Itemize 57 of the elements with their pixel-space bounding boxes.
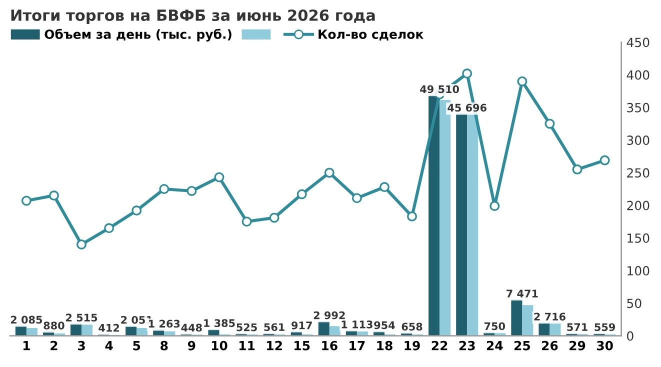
legend-label: Кол-во сделок [318,30,424,40]
data-label: 917 [292,321,312,330]
data-label: 880 [44,322,64,330]
x-tick-label: 5 [133,341,140,350]
x-tick-label: 3 [78,340,85,350]
x-tick-label: 22 [432,340,448,350]
data-label: 412 [98,324,120,332]
y-tick-label: 450 [626,38,650,48]
data-label: 750 [484,322,506,330]
data-label: 448 [181,324,202,332]
x-tick-label: 19 [404,340,420,350]
data-label: 1 385 [204,319,235,328]
data-label: 7 471 [506,290,538,298]
data-label: 2 716 [534,312,566,321]
chart-title: Итоги торгов на БВФБ за июнь 2026 года [11,9,375,24]
x-tick-label: 1 [24,341,30,350]
data-label: 954 [374,321,395,330]
data-label: 571 [567,323,588,332]
x-tick-label: 15 [294,341,310,350]
x-tick-label: 16 [322,340,338,350]
x-tick-label: 8 [160,340,168,350]
x-tick-label: 11 [239,341,255,350]
y-tick-label: 100 [628,266,650,276]
y-tick-label: 250 [627,168,650,178]
data-label: 2 085 [10,316,42,324]
y-tick-label: 400 [626,70,650,80]
x-tick-label: 2 [50,340,58,350]
y-tick-label: 50 [627,298,642,308]
x-tick-label: 23 [459,340,475,350]
y-tick-label: 200 [627,200,650,210]
data-label: 49 510 [420,85,459,94]
data-label: 2 051 [121,316,152,324]
y-tick-label: 350 [627,102,650,112]
legend-label: Объем за день (тыс. руб.) [44,28,232,42]
x-tick-label: 10 [212,340,228,350]
x-tick-label: 12 [267,340,282,350]
x-tick-label: 30 [596,340,613,350]
x-tick-label: 17 [350,341,365,350]
data-label: 559 [594,323,616,332]
x-tick-label: 26 [542,340,558,350]
data-label: 2 992 [314,311,345,320]
x-tick-label: 9 [188,340,196,350]
x-tick-label: 29 [570,340,586,350]
data-label: 45 696 [448,104,486,112]
data-label: 1 263 [149,320,180,328]
y-tick-label: 300 [627,136,650,145]
x-tick-label: 24 [486,340,503,350]
x-tick-label: 18 [377,340,392,350]
data-label: 525 [236,323,257,332]
x-tick-label: 4 [105,341,113,350]
data-label: 2 515 [66,314,98,322]
x-tick-label: 25 [514,340,530,350]
data-label: 1 113 [342,320,372,328]
y-tick-label: 150 [628,233,650,243]
data-label: 658 [402,322,422,331]
data-label: 561 [264,323,284,332]
y-tick-label: 0 [627,331,634,341]
